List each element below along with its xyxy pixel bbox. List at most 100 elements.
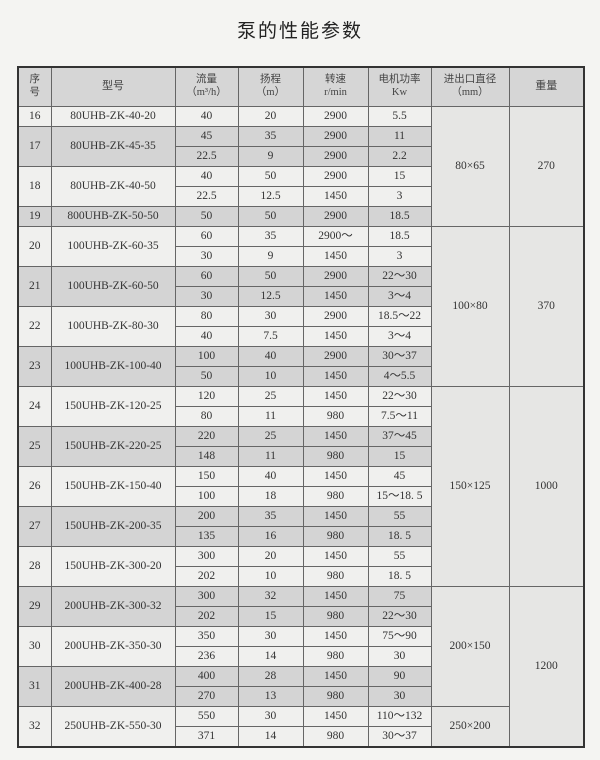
cell-weight: 1200 bbox=[508, 586, 585, 748]
cell-speed: 1450 bbox=[302, 706, 369, 727]
cell-flow: 202 bbox=[174, 606, 239, 627]
cell-flow: 300 bbox=[174, 546, 239, 567]
cell-flow: 120 bbox=[174, 386, 239, 407]
cell-power: 18.5～22 bbox=[367, 306, 432, 327]
cell-diameter: 100×80 bbox=[430, 226, 510, 387]
cell-speed: 2900 bbox=[302, 106, 369, 127]
cell-speed: 980 bbox=[302, 406, 369, 427]
cell-power: 11 bbox=[367, 126, 432, 147]
header-speed: 转速 r/min bbox=[302, 66, 369, 107]
cell-no: 17 bbox=[17, 126, 52, 167]
cell-no: 20 bbox=[17, 226, 52, 267]
cell-flow: 150 bbox=[174, 466, 239, 487]
table-row: 22 100UHB-ZK-80-30 80 30 2900 18.5～22 bbox=[17, 306, 584, 347]
table-row: 30 12.5 1450 3～4 bbox=[18, 286, 584, 307]
cell-flow: 40 bbox=[174, 166, 239, 187]
cell-head: 40 bbox=[237, 466, 304, 487]
cell-flow: 135 bbox=[174, 526, 239, 547]
cell-flow: 202 bbox=[174, 566, 239, 587]
cell-flow: 220 bbox=[174, 426, 239, 447]
header-weight: 重量 bbox=[508, 66, 585, 107]
cell-no: 28 bbox=[17, 546, 52, 587]
cell-model: 100UHB-ZK-80-30 bbox=[50, 306, 176, 347]
cell-head: 10 bbox=[237, 366, 304, 387]
cell-diameter: 80×65 bbox=[430, 106, 510, 227]
header-speed-label: 转速 bbox=[325, 74, 346, 86]
table-row: 26 150UHB-ZK-150-40 150 40 1450 45 bbox=[17, 466, 584, 507]
cell-flow: 40 bbox=[174, 326, 239, 347]
cell-power: 22～30 bbox=[367, 386, 432, 407]
page-title: 泵的性能参数 bbox=[236, 20, 363, 42]
cell-power: 4～5.5 bbox=[367, 366, 432, 387]
cell-flow: 80 bbox=[174, 406, 239, 427]
header-speed-unit: r/min bbox=[324, 87, 347, 98]
cell-speed: 2900 bbox=[302, 146, 369, 167]
cell-power: 55 bbox=[367, 546, 432, 567]
cell-head: 11 bbox=[237, 406, 304, 427]
cell-head: 50 bbox=[237, 206, 304, 227]
cell-head: 25 bbox=[237, 426, 304, 447]
cell-head: 28 bbox=[237, 666, 304, 687]
cell-head: 35 bbox=[237, 126, 304, 147]
header-head: 扬程 （m） bbox=[237, 66, 304, 107]
header-head-unit: （m） bbox=[255, 87, 286, 98]
cell-flow: 200 bbox=[174, 506, 239, 527]
cell-model: 100UHB-ZK-60-35 bbox=[50, 226, 176, 267]
cell-head: 12.5 bbox=[237, 286, 304, 307]
cell-power: 37～45 bbox=[367, 426, 432, 447]
cell-speed: 980 bbox=[302, 606, 369, 627]
cell-no: 26 bbox=[17, 466, 52, 507]
cell-no: 29 bbox=[17, 586, 52, 627]
cell-flow: 100 bbox=[174, 346, 239, 367]
cell-no: 27 bbox=[17, 506, 52, 547]
cell-weight: 370 bbox=[508, 226, 585, 387]
cell-head: 14 bbox=[237, 646, 304, 667]
cell-power: 3～4 bbox=[367, 326, 432, 347]
table-row: 148 11 980 15 bbox=[18, 446, 584, 467]
cell-speed: 1450 bbox=[302, 626, 369, 647]
cell-speed: 980 bbox=[302, 686, 369, 707]
cell-speed: 2900 bbox=[302, 306, 369, 327]
header-diameter: 进出口直径 （mm） bbox=[430, 66, 510, 107]
header-flow-label: 流量 bbox=[196, 74, 217, 86]
table-row: 30 9 1450 3 bbox=[18, 246, 584, 267]
cell-speed: 980 bbox=[302, 566, 369, 587]
cell-head: 7.5 bbox=[237, 326, 304, 347]
table-row: 32 250UHB-ZK-550-30 550 30 1450 110～132 250×20… bbox=[17, 706, 584, 748]
cell-power: 75 bbox=[367, 586, 432, 607]
cell-head: 20 bbox=[237, 546, 304, 567]
cell-flow: 50 bbox=[174, 206, 239, 227]
header-power-label: 电机功率 bbox=[378, 74, 421, 86]
cell-flow: 45 bbox=[174, 126, 239, 147]
header-no: 序号 bbox=[17, 66, 52, 107]
cell-power: 3 bbox=[367, 186, 432, 207]
cell-model: 250UHB-ZK-550-30 bbox=[50, 706, 176, 748]
table-body: 16 80UHB-ZK-40-20 40 20 2900 5.5 80×65 270 17 80U… bbox=[17, 106, 585, 748]
cell-head: 35 bbox=[237, 506, 304, 527]
header-flow: 流量 （m³/h） bbox=[174, 66, 239, 107]
cell-flow: 300 bbox=[174, 586, 239, 607]
cell-weight: 1000 bbox=[508, 386, 585, 587]
cell-speed: 2900 bbox=[302, 266, 369, 287]
cell-head: 40 bbox=[237, 346, 304, 367]
table-row: 40 7.5 1450 3～4 bbox=[18, 326, 584, 347]
cell-power: 3～4 bbox=[367, 286, 432, 307]
cell-head: 13 bbox=[237, 686, 304, 707]
cell-flow: 30 bbox=[174, 286, 239, 307]
cell-head: 15 bbox=[237, 606, 304, 627]
cell-power: 3 bbox=[367, 246, 432, 267]
cell-power: 30 bbox=[367, 646, 432, 667]
cell-speed: 2900 bbox=[302, 346, 369, 367]
cell-speed: 1450 bbox=[302, 326, 369, 347]
cell-flow: 60 bbox=[174, 226, 239, 247]
cell-no: 16 bbox=[17, 106, 52, 127]
cell-power: 15～18. 5 bbox=[367, 486, 432, 507]
cell-speed: 2900 bbox=[302, 206, 369, 227]
pump-performance-table: 序号 型号 流量 （m³/h） 扬程 （m） 转速 r/min 电机功率 Kw 进出口直… bbox=[17, 66, 585, 748]
cell-speed: 1450 bbox=[302, 586, 369, 607]
cell-head: 32 bbox=[237, 586, 304, 607]
cell-speed: 980 bbox=[302, 446, 369, 467]
cell-speed: 1450 bbox=[302, 186, 369, 207]
header-no-line2: 号 bbox=[29, 87, 41, 98]
header-diameter-label: 进出口直径 bbox=[443, 74, 497, 86]
